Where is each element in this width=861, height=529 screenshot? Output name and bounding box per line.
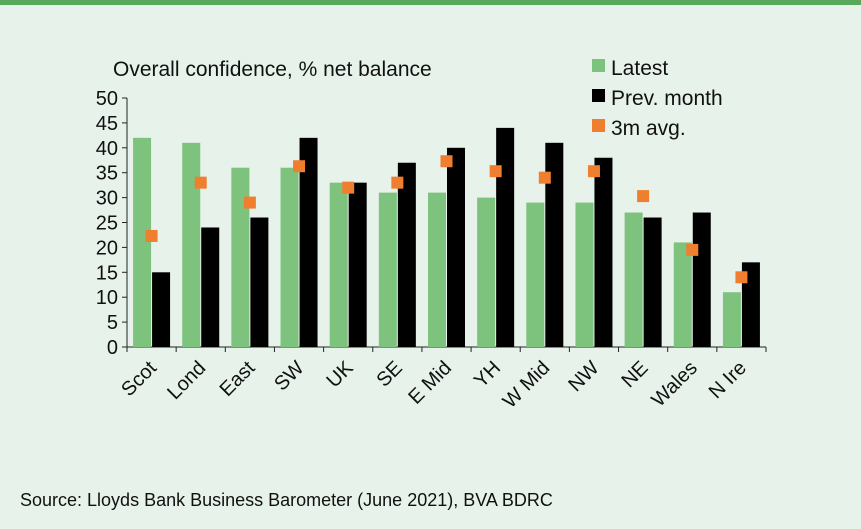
bars xyxy=(133,127,760,347)
avg-markers xyxy=(145,155,748,284)
avg-marker xyxy=(735,271,748,284)
prev-month-bar xyxy=(152,272,171,347)
y-tick-label: 35 xyxy=(96,163,118,185)
latest-bar xyxy=(378,192,397,347)
y-tick-label: 10 xyxy=(96,287,118,309)
x-tick-label: Lond xyxy=(163,357,210,404)
source-note: Source: Lloyds Bank Business Barometer (… xyxy=(20,490,553,510)
x-tick-label: W Mid xyxy=(499,357,555,413)
prev-month-bar xyxy=(545,142,564,347)
latest-bar xyxy=(428,192,446,347)
latest-bar xyxy=(329,182,348,347)
x-tick-label: Wales xyxy=(647,357,701,411)
avg-marker xyxy=(391,176,404,189)
latest-bar xyxy=(526,202,545,347)
x-tick-label: UK xyxy=(323,357,359,393)
latest-bar xyxy=(624,212,643,347)
y-tick-label: 30 xyxy=(96,188,118,210)
legend-swatch xyxy=(592,119,605,132)
y-tick-label: 0 xyxy=(107,337,118,359)
x-tick-label: N Ire xyxy=(705,357,751,403)
avg-marker xyxy=(489,165,502,178)
y-tick-label: 45 xyxy=(96,113,118,135)
latest-bar xyxy=(133,137,152,347)
latest-bar xyxy=(182,142,201,347)
y-tick-label: 40 xyxy=(96,138,118,160)
avg-marker xyxy=(686,243,699,256)
prev-month-bar xyxy=(201,227,220,347)
avg-marker xyxy=(587,165,600,178)
legend-label: 3m avg. xyxy=(611,117,686,140)
x-tick-label: NE xyxy=(617,357,652,392)
avg-marker xyxy=(342,181,355,194)
x-tick-label: SE xyxy=(372,357,406,391)
x-tick-label: East xyxy=(216,357,260,401)
prev-month-bar xyxy=(594,157,613,347)
prev-month-bar xyxy=(741,262,760,347)
legend-swatch xyxy=(592,89,605,102)
y-tick-label: 5 xyxy=(107,312,118,334)
avg-marker xyxy=(440,155,453,168)
legend-label: Prev. month xyxy=(611,87,723,110)
prev-month-bar xyxy=(447,147,465,347)
prev-month-bar xyxy=(348,182,367,347)
prev-month-bar xyxy=(496,127,515,347)
chart-title: Overall confidence, % net balance xyxy=(113,58,432,81)
prev-month-bar xyxy=(692,212,711,347)
y-tick-label: 20 xyxy=(96,237,118,259)
avg-marker xyxy=(243,196,256,209)
latest-bar xyxy=(575,202,594,347)
x-tick-label: E Mid xyxy=(404,357,456,409)
x-tick-label: YH xyxy=(470,357,505,392)
legend-swatch xyxy=(592,59,605,72)
avg-marker xyxy=(194,176,207,189)
legend-label: Latest xyxy=(611,57,668,80)
avg-marker xyxy=(293,160,306,173)
latest-bar xyxy=(477,197,496,347)
prev-month-bar xyxy=(299,137,318,347)
prev-month-bar xyxy=(250,217,269,347)
avg-marker xyxy=(637,190,650,203)
x-tick-label: NW xyxy=(564,357,603,396)
y-tick-label: 25 xyxy=(96,213,118,235)
latest-bar xyxy=(673,242,692,347)
y-tick-label: 15 xyxy=(96,262,118,284)
top-rule xyxy=(0,0,861,5)
avg-marker xyxy=(538,171,551,184)
y-tick-label: 50 xyxy=(96,88,118,110)
latest-bar xyxy=(722,292,741,347)
prev-month-bar xyxy=(397,162,416,347)
latest-bar xyxy=(280,167,299,347)
latest-bar xyxy=(231,167,250,347)
x-tick-label: SW xyxy=(270,357,308,395)
x-tick-label: Scot xyxy=(117,357,161,401)
legend: Latest Prev. month 3m avg. xyxy=(592,57,723,140)
prev-month-bar xyxy=(643,217,662,347)
avg-marker xyxy=(145,229,158,242)
